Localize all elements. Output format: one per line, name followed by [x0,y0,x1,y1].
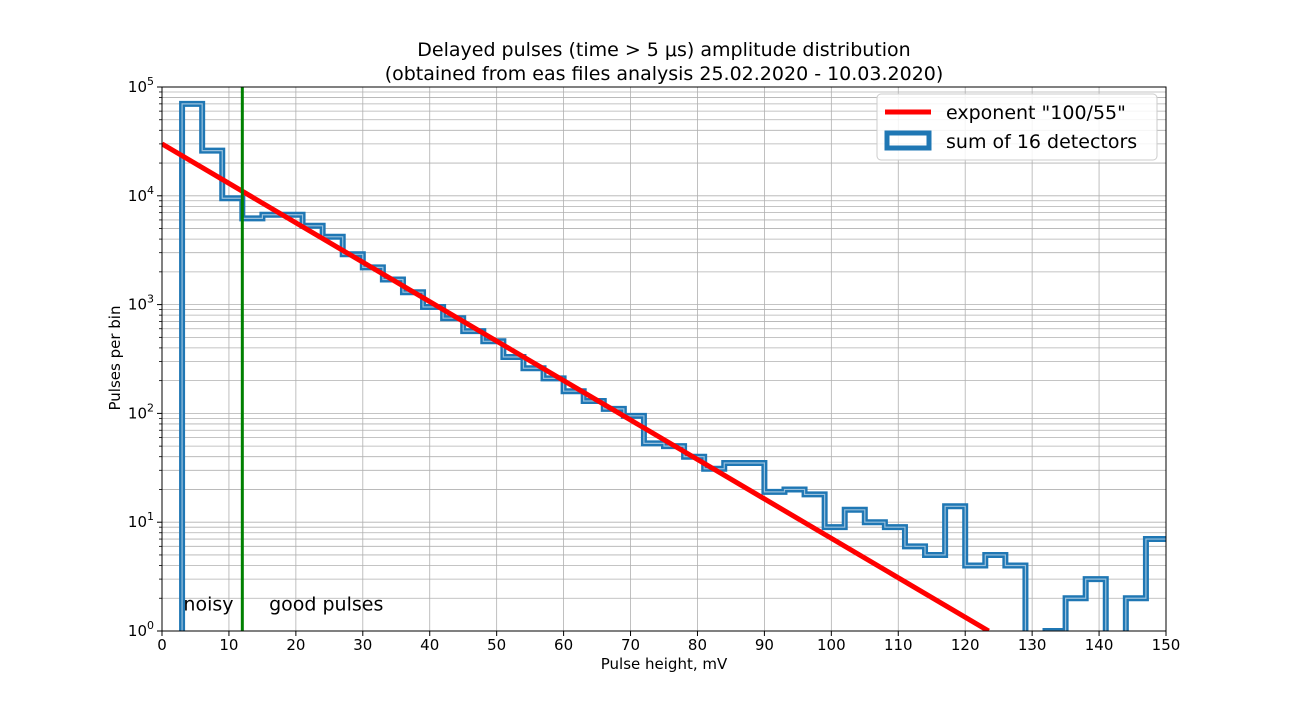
x-tick-label: 20 [286,636,305,654]
x-tick-label: 40 [420,636,439,654]
x-tick-label: 30 [353,636,372,654]
legend-label-histogram: sum of 16 detectors [946,131,1137,153]
legend-box [876,93,1158,161]
x-tick-label: 110 [884,636,913,654]
x-tick-label: 140 [1085,636,1114,654]
x-tick-label: 120 [951,636,980,654]
fit-line [162,141,990,631]
y-tick-label: 101 [128,510,154,531]
x-tick-label: 80 [688,636,707,654]
legend: exponent "100/55" sum of 16 detectors [876,93,1158,161]
x-tick-label: 130 [1018,636,1047,654]
annotation-label: good pulses [269,593,383,615]
y-tick-label: 104 [128,184,154,205]
histogram-inner-line [181,103,1166,631]
axes-frame [161,86,1167,632]
y-tick-label: 103 [128,293,154,314]
annotation-label: noisy [183,593,233,615]
x-tick-label: 50 [487,636,506,654]
x-tick-label: 10 [219,636,238,654]
y-tick-label: 100 [128,619,154,640]
x-tick-label: 0 [157,636,167,654]
x-tick-label: 100 [817,636,846,654]
legend-swatch-histogram [884,130,932,151]
x-tick-label: 70 [621,636,640,654]
chart-title-line2: (obtained from eas files analysis 25.02.… [385,63,944,85]
y-tick-label: 105 [128,75,154,96]
x-tick-label: 90 [755,636,774,654]
y-tick-label: 102 [128,401,154,422]
legend-label-fit: exponent "100/55" [946,102,1126,124]
y-axis-ticks: 100 101 102 103 104 105 [128,75,162,640]
x-axis-label: Pulse height, mV [601,655,728,673]
chart-title-line1: Delayed pulses (time > 5 μs) amplitude d… [417,39,910,61]
x-tick-label: 60 [554,636,573,654]
grid-lines [161,87,1167,632]
x-axis-ticks: 0 10 20 30 40 50 60 70 80 90 100 110 120 130 140 150 [157,631,1180,654]
plot-area: noisy good pulses [162,87,1166,631]
histogram-outline [179,100,1166,631]
y-axis-label: Pulses per bin [106,306,124,411]
x-tick-label: 150 [1152,636,1181,654]
